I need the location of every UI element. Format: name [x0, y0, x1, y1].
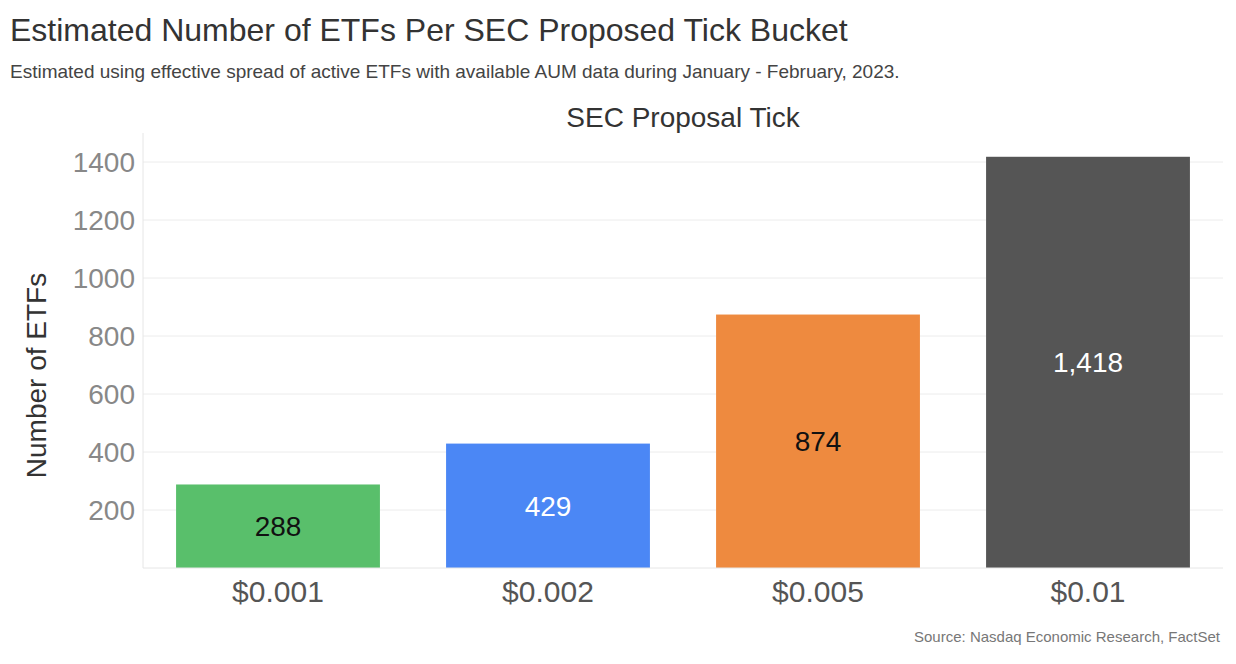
y-tick-label: 1400	[73, 147, 135, 178]
chart: Estimated Number of ETFs Per SEC Propose…	[0, 0, 1236, 664]
subtitle: Estimated using effective spread of acti…	[10, 61, 900, 82]
x-tick-label: $0.001	[232, 575, 324, 608]
x-tick-label: $0.005	[772, 575, 864, 608]
y-axis-line	[143, 133, 144, 568]
bar	[176, 484, 380, 568]
bar	[986, 157, 1190, 568]
title: Estimated Number of ETFs Per SEC Propose…	[10, 12, 848, 48]
data-label: 1,418	[1053, 347, 1123, 378]
y-axis-title: Number of ETFs	[21, 273, 52, 478]
data-label: 288	[255, 511, 302, 542]
y-tick-label: 1200	[73, 205, 135, 236]
y-tick-label: 600	[88, 379, 135, 410]
x-axis-line	[143, 568, 1223, 569]
y-tick-label: 800	[88, 321, 135, 352]
data-label: 429	[525, 491, 572, 522]
y-tick-label: 200	[88, 495, 135, 526]
x-tick-label: $0.002	[502, 575, 594, 608]
bars	[176, 157, 1190, 568]
y-tick-label: 1000	[73, 263, 135, 294]
data-label: 874	[795, 426, 842, 457]
bar	[716, 315, 920, 568]
bar	[446, 444, 650, 568]
source: Source: Nasdaq Economic Research, FactSe…	[914, 628, 1221, 645]
y-tick-label: 400	[88, 437, 135, 468]
x-tick-label: $0.01	[1050, 575, 1125, 608]
x-axis-title: SEC Proposal Tick	[566, 102, 800, 133]
